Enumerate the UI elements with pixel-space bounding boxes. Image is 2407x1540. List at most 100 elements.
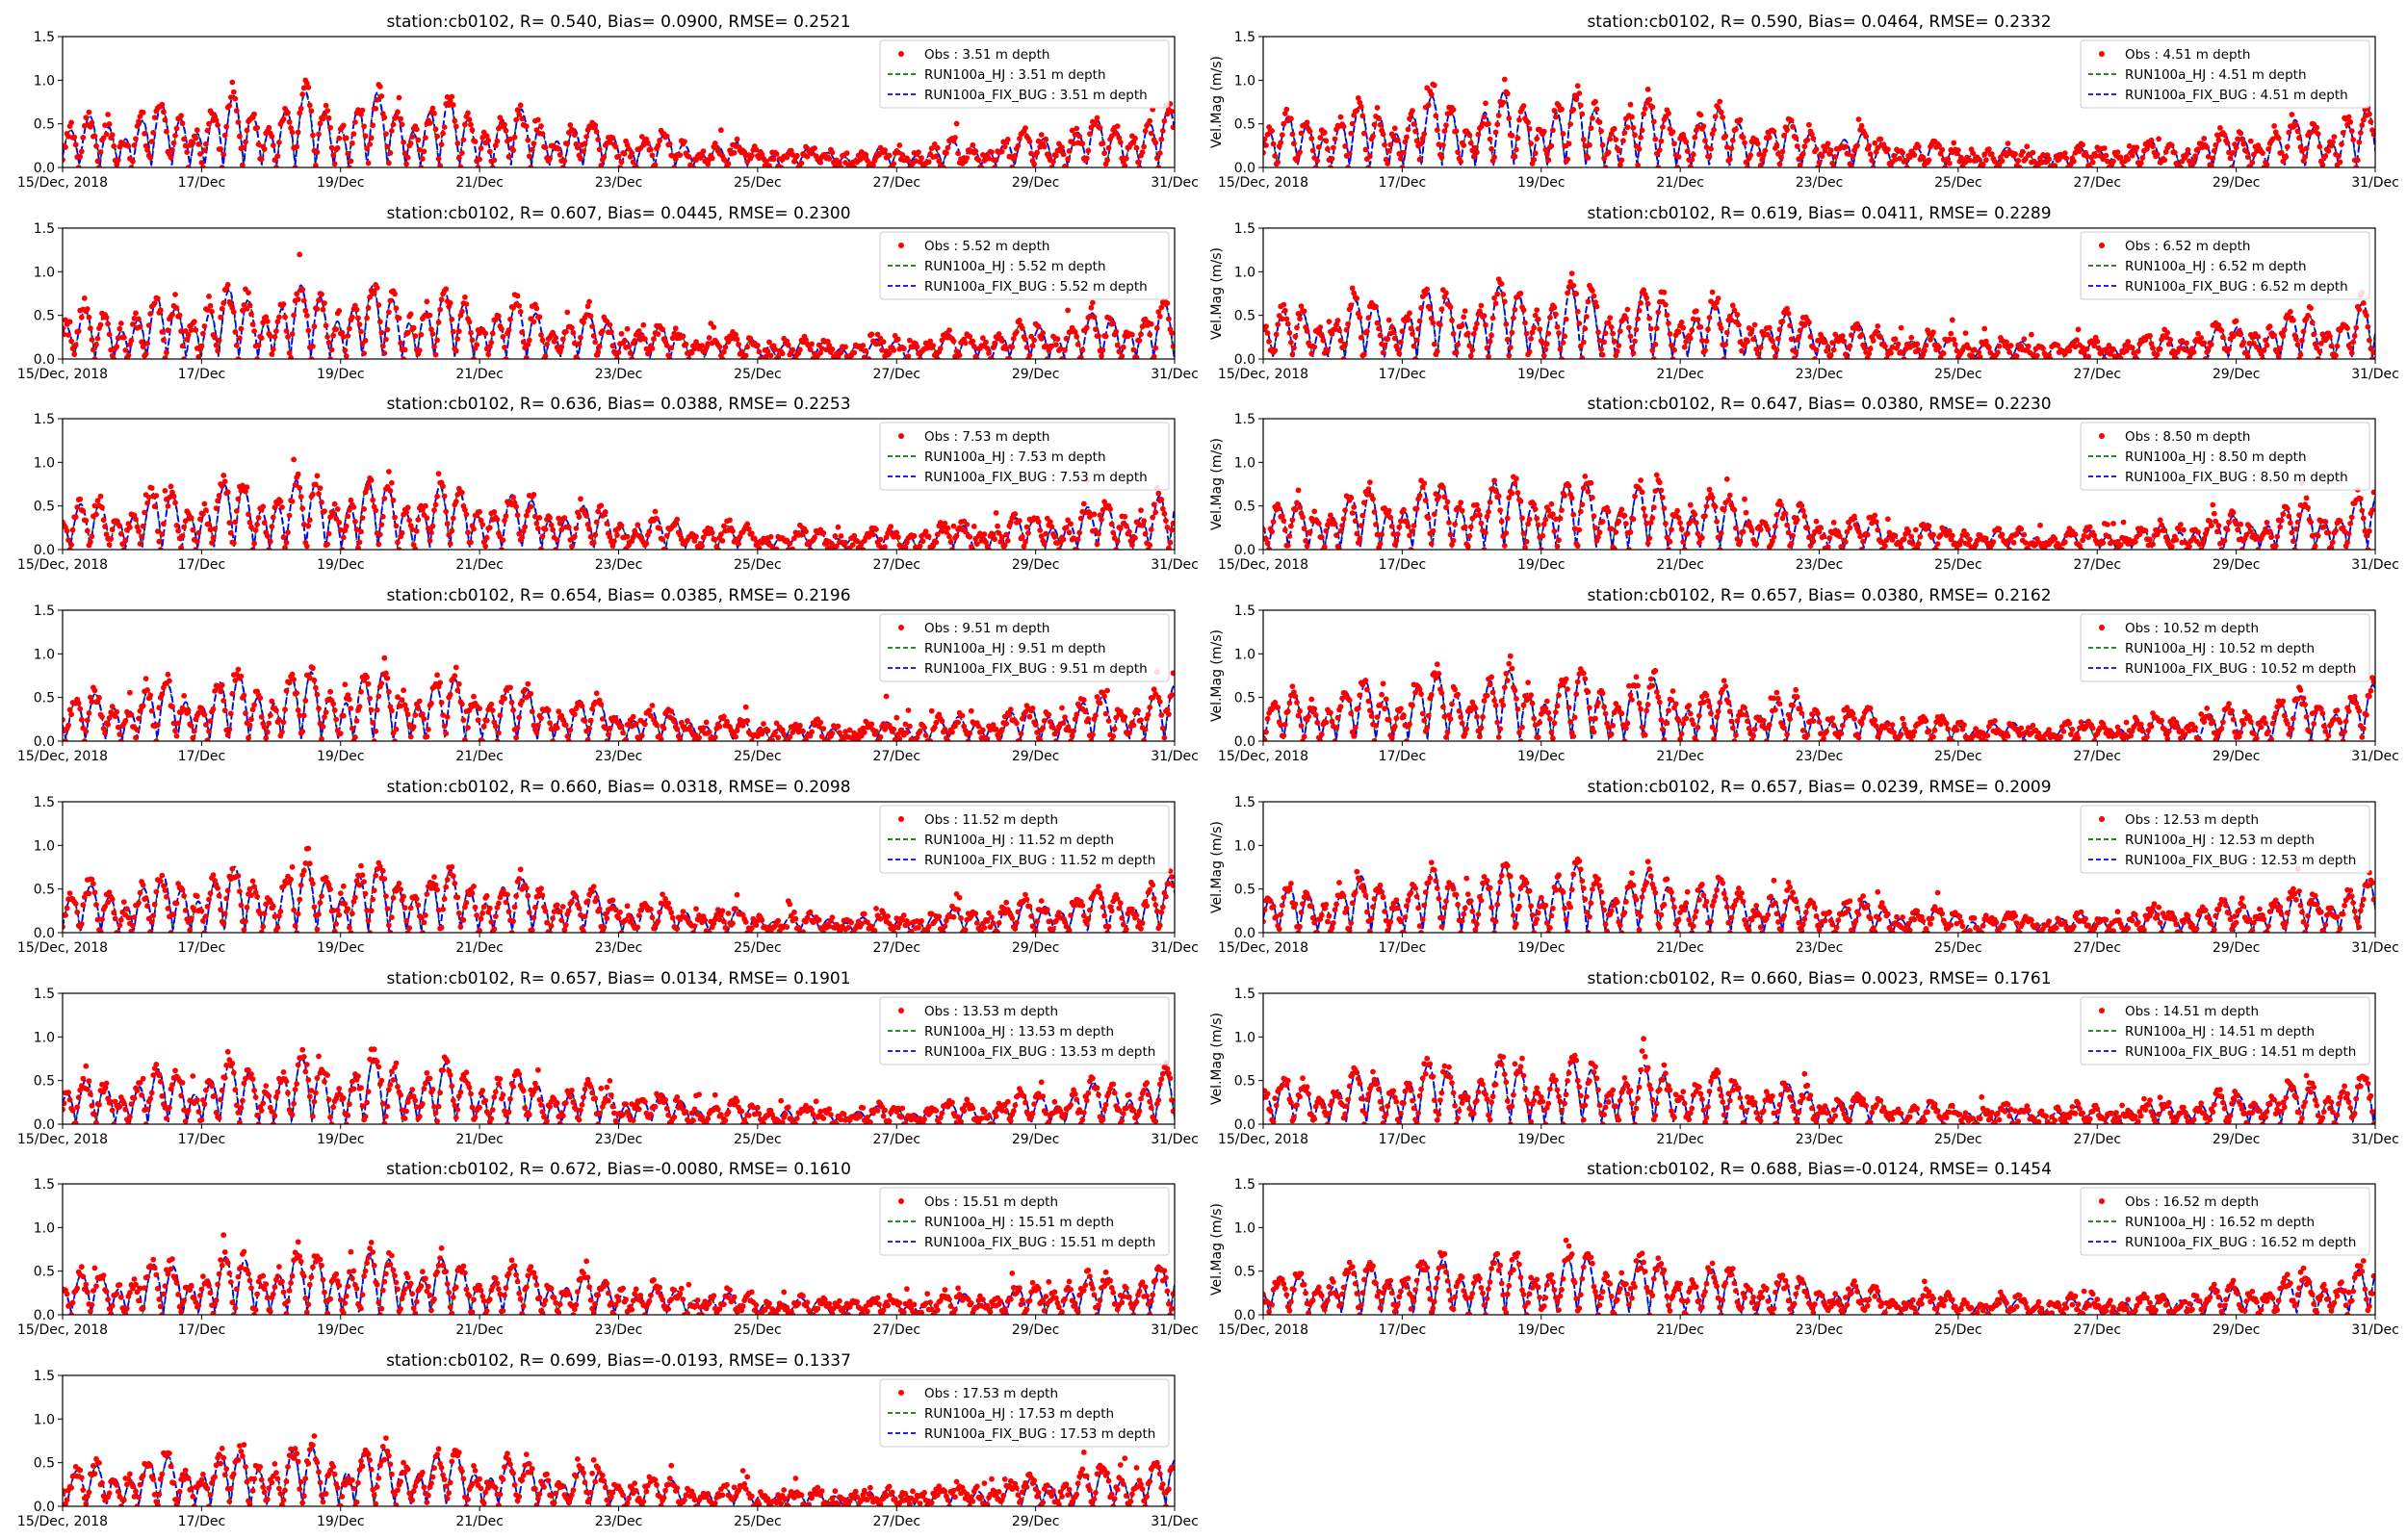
obs-point — [556, 515, 562, 522]
obs-point — [233, 671, 240, 678]
obs-point — [1611, 125, 1618, 132]
obs-point — [1048, 343, 1055, 349]
obs-point — [1582, 325, 1589, 332]
obs-point — [370, 497, 376, 503]
obs-point — [447, 541, 453, 547]
obs-point — [742, 352, 749, 359]
obs-point — [2211, 147, 2217, 154]
obs-point — [1294, 324, 1300, 331]
obs-point — [930, 343, 937, 348]
obs-point — [120, 334, 127, 341]
obs-point — [106, 331, 113, 338]
obs-point — [320, 306, 326, 313]
obs-point — [1646, 96, 1653, 103]
obs-point — [1601, 155, 1607, 162]
obs-point — [340, 334, 347, 340]
obs-point — [1094, 541, 1100, 548]
obs-point — [573, 526, 580, 531]
obs-point — [1613, 137, 1619, 142]
obs-point — [930, 543, 937, 550]
obs-point — [1722, 342, 1729, 347]
obs-point — [1697, 112, 1704, 118]
obs-point — [851, 532, 858, 539]
obs-point — [1537, 326, 1543, 332]
obs-point — [1444, 499, 1451, 505]
obs-point — [686, 153, 692, 160]
obs-point — [1488, 145, 1494, 152]
obs-point — [1995, 349, 2001, 356]
x-tick-label: 23/Dec — [1796, 557, 1844, 573]
obs-point — [1875, 526, 1881, 533]
obs-point — [970, 141, 976, 148]
obs-point — [1116, 135, 1123, 141]
obs-point — [1108, 133, 1115, 140]
obs-point — [575, 509, 581, 516]
obs-point — [1354, 295, 1360, 301]
obs-point — [998, 534, 1005, 541]
obs-point — [279, 729, 285, 735]
obs-point — [108, 346, 115, 353]
obs-point — [229, 79, 236, 86]
obs-point — [212, 688, 219, 694]
obs-point — [578, 334, 583, 341]
obs-point — [766, 163, 772, 167]
obs-point — [1158, 497, 1165, 502]
obs-point — [1114, 342, 1121, 348]
obs-point — [399, 529, 405, 536]
obs-point — [148, 707, 155, 714]
obs-point — [1481, 547, 1488, 550]
obs-point — [803, 528, 809, 535]
obs-point — [589, 323, 595, 329]
obs-point — [420, 156, 426, 162]
obs-point — [1393, 537, 1400, 544]
y-tick-label: 0.5 — [34, 500, 55, 515]
legend-entry: RUN100a_FIX_BUG : 5.52 m depth — [924, 279, 1148, 295]
obs-point — [381, 350, 388, 356]
obs-point — [1705, 326, 1711, 333]
obs-point — [427, 537, 433, 544]
obs-point — [2266, 528, 2273, 534]
obs-point — [474, 342, 479, 348]
obs-point — [1873, 519, 1879, 526]
obs-point — [172, 728, 178, 734]
obs-point — [542, 526, 549, 532]
obs-point — [2161, 527, 2168, 533]
obs-point — [609, 543, 616, 549]
obs-point — [1996, 526, 2003, 532]
obs-point — [387, 297, 394, 304]
y-tick-label: 1.0 — [1234, 455, 1255, 471]
obs-point — [384, 143, 391, 150]
obs-point — [246, 519, 253, 526]
obs-point — [1718, 325, 1724, 332]
obs-point — [350, 504, 357, 510]
obs-point — [1453, 128, 1460, 135]
obs-point — [2110, 521, 2116, 526]
obs-point — [584, 522, 591, 527]
obs-point — [2337, 518, 2343, 525]
obs-point — [1512, 153, 1518, 160]
obs-point — [1424, 286, 1431, 293]
obs-point — [193, 327, 199, 333]
obs-point — [1869, 157, 1876, 164]
obs-point — [220, 300, 227, 306]
obs-point — [2244, 353, 2251, 359]
subplot-2: station:cb0102, R= 0.590, Bias= 0.0464, … — [1209, 13, 2399, 191]
obs-point — [1301, 308, 1307, 315]
obs-point — [652, 162, 659, 167]
obs-point — [1864, 531, 1871, 538]
obs-point — [145, 322, 152, 328]
x-tick-label: 21/Dec — [455, 367, 504, 382]
obs-point — [1148, 526, 1154, 532]
obs-point — [1822, 339, 1828, 346]
obs-point — [1745, 165, 1750, 167]
obs-point — [407, 311, 414, 318]
obs-point — [1610, 330, 1617, 337]
y-tick-label: 1.0 — [34, 265, 55, 280]
obs-point — [572, 533, 578, 540]
obs-point — [2348, 128, 2355, 135]
obs-point — [1898, 324, 1904, 331]
obs-point — [1447, 304, 1454, 310]
obs-point — [2305, 312, 2312, 319]
obs-point — [669, 335, 676, 342]
obs-point — [486, 148, 493, 155]
